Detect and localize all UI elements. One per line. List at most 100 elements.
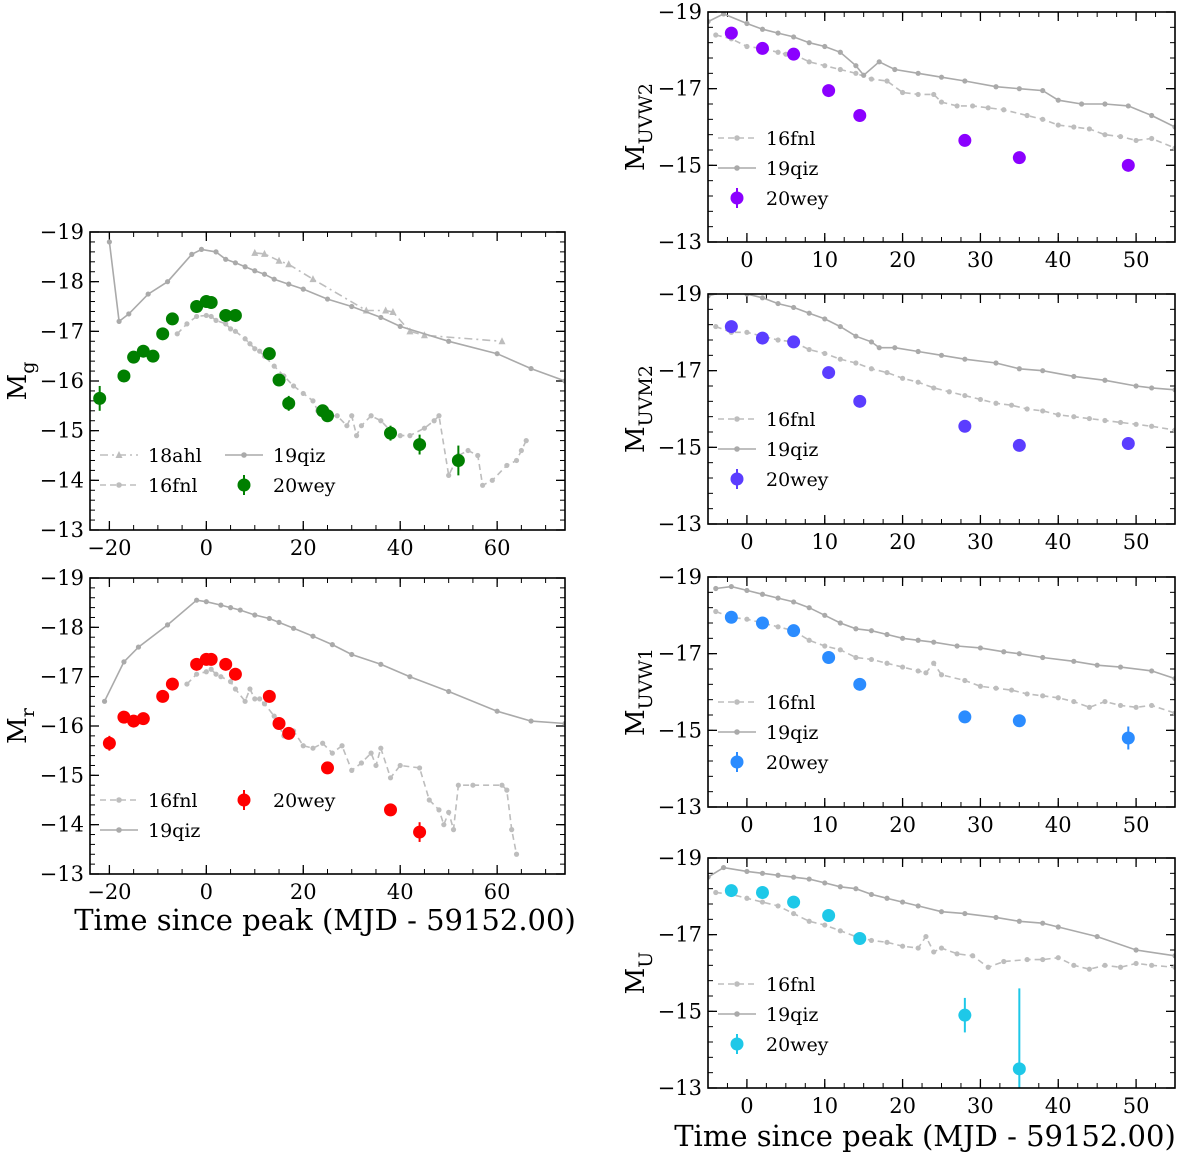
- data-point: [117, 369, 131, 383]
- data-point: [247, 686, 253, 692]
- data-point: [136, 344, 150, 358]
- data-point: [446, 472, 452, 478]
- data-point: [791, 874, 797, 880]
- legend-item-16fnl: 16fnl: [100, 475, 198, 497]
- legend-item-16fnl: 16fnl: [718, 409, 816, 431]
- y-tick-label: −19: [658, 0, 702, 24]
- y-tick-label: −14: [40, 468, 84, 492]
- data-point: [116, 318, 122, 324]
- data-point: [174, 331, 180, 337]
- data-point: [378, 745, 384, 751]
- data-point: [822, 63, 828, 69]
- data-point: [523, 438, 529, 444]
- data-point: [822, 350, 828, 357]
- data-point: [237, 607, 243, 613]
- data-point: [373, 762, 379, 769]
- data-point: [884, 369, 890, 376]
- legend-marker: [116, 827, 122, 833]
- data-point: [329, 750, 335, 756]
- data-point: [1086, 126, 1092, 132]
- data-point: [884, 939, 890, 945]
- data-point: [1071, 414, 1077, 420]
- series-19qiz: [713, 583, 1175, 682]
- data-point: [413, 438, 427, 452]
- legend-label: 20wey: [273, 475, 336, 497]
- data-point: [252, 696, 258, 702]
- data-point: [106, 239, 112, 245]
- y-axis-label-sub: UVM2: [635, 365, 657, 426]
- data-point: [252, 346, 258, 352]
- legend-item-16fnl: 16fnl: [718, 974, 816, 996]
- legend-marker: [734, 1011, 740, 1017]
- data-point: [475, 452, 481, 459]
- data-point: [915, 379, 921, 385]
- x-tick-label: 20: [889, 530, 916, 554]
- series-20wey: [102, 652, 427, 842]
- data-point: [868, 937, 875, 944]
- data-point: [853, 360, 859, 366]
- data-point: [1094, 662, 1100, 668]
- y-axis-label: MUVM2: [621, 365, 657, 453]
- legend: 16fnl 19qiz 20wey: [100, 790, 336, 842]
- data-point: [954, 103, 960, 109]
- data-point: [300, 286, 306, 292]
- x-tick-label: 60: [484, 880, 511, 904]
- data-point: [993, 685, 999, 691]
- y-axis-label-sub: U: [635, 952, 657, 968]
- data-point: [271, 363, 277, 369]
- legend-item-19qiz: 19qiz: [718, 1004, 818, 1026]
- y-axis-label-main: M: [621, 709, 651, 736]
- y-axis-label-sub: UVW1: [635, 648, 657, 709]
- data-point: [1055, 955, 1061, 961]
- legend: 16fnl 19qiz 20wey: [718, 692, 829, 774]
- x-tick-label: 0: [740, 813, 753, 837]
- data-point: [421, 425, 428, 431]
- data-point: [899, 375, 906, 381]
- data-point: [884, 631, 890, 638]
- data-point: [837, 620, 843, 626]
- data-point: [1055, 924, 1061, 930]
- data-point: [290, 383, 297, 389]
- data-point: [1133, 383, 1139, 389]
- x-tick-label: 10: [811, 1094, 838, 1118]
- series-16fnl: [184, 666, 520, 857]
- legend-marker: [730, 755, 744, 769]
- data-point: [806, 40, 812, 46]
- series-19qiz: [708, 864, 1175, 959]
- y-tick-label: −17: [658, 923, 702, 947]
- legend-label: 19qiz: [766, 722, 818, 744]
- y-tick-label: −17: [658, 642, 702, 666]
- data-point: [958, 133, 972, 147]
- series-20wey: [724, 320, 1135, 452]
- data-point: [451, 453, 465, 467]
- panel-r: −20 0 20 40 60 −19 −18 −17 −16 −15 −14 −13 Mr 16fnl 19…: [3, 566, 566, 904]
- legend-item-20wey: 20wey: [730, 1034, 829, 1056]
- data-point: [977, 645, 984, 651]
- panel-uvw1: 0 10 20 30 40 50 −19 −17 −15 −13 MUVW1 16fnl 19qiz 20…: [621, 565, 1176, 837]
- data-point: [387, 775, 394, 781]
- data-point: [1121, 437, 1135, 450]
- data-point: [1079, 101, 1085, 107]
- data-point: [868, 656, 875, 663]
- legend-item-16fnl: 16fnl: [718, 128, 816, 150]
- data-point: [228, 667, 242, 681]
- legend-label: 20wey: [766, 1034, 829, 1056]
- data-point: [194, 313, 200, 320]
- data-point: [977, 683, 984, 689]
- data-point: [915, 903, 921, 909]
- data-point: [242, 336, 248, 342]
- data-point: [791, 599, 797, 605]
- data-point: [853, 109, 867, 122]
- data-point: [349, 651, 355, 658]
- y-tick-label: −15: [40, 419, 84, 443]
- data-point: [759, 591, 766, 597]
- data-point: [1117, 702, 1124, 709]
- x-tick-label: 40: [1045, 248, 1072, 272]
- x-tick-label: 10: [811, 530, 838, 554]
- data-point: [165, 677, 179, 691]
- data-point: [436, 807, 442, 813]
- data-point: [1117, 964, 1124, 970]
- data-point: [775, 30, 781, 36]
- data-point: [853, 626, 859, 632]
